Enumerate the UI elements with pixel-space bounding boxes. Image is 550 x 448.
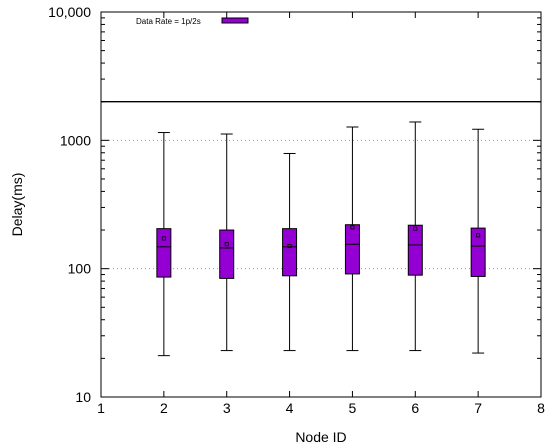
box-group: [344, 126, 360, 352]
box-group: [156, 132, 172, 357]
box-group: [219, 133, 235, 352]
mean-marker: [413, 226, 418, 231]
x-tick-label: 2: [160, 400, 168, 416]
y-axis-title: Delay(ms): [9, 173, 25, 237]
boxplot-layer: [156, 121, 486, 357]
x-tick-label: 7: [474, 400, 482, 416]
x-tick-label: 8: [537, 400, 545, 416]
plot-area-frame: [100, 11, 542, 398]
iqr-box: [219, 229, 235, 279]
box-group: [282, 152, 298, 352]
tick-layer: 1 2 3 4 5 6 7 8 10 100 1000 10,000: [48, 4, 545, 416]
y-tick-label: 1000: [60, 132, 91, 148]
x-axis-title: Node ID: [295, 429, 346, 445]
x-tick-label: 6: [411, 400, 419, 416]
box-group: [470, 128, 486, 354]
legend: Data Rate = 1p/2s: [136, 17, 249, 26]
mean-marker: [161, 236, 166, 241]
x-tick-label: 4: [286, 400, 294, 416]
y-tick-label: 10: [75, 389, 91, 405]
iqr-box: [156, 228, 172, 278]
x-tick-label: 5: [349, 400, 357, 416]
legend-label: Data Rate = 1p/2s: [136, 17, 201, 26]
mean-marker: [350, 225, 355, 230]
mean-marker: [224, 242, 229, 247]
legend-swatch: [221, 17, 249, 24]
x-tick-label: 3: [223, 400, 231, 416]
y-tick-label: 100: [68, 261, 92, 277]
iqr-box: [470, 227, 486, 277]
y-tick-label: 10,000: [48, 4, 91, 20]
box-group: [407, 121, 423, 352]
mean-marker: [287, 244, 292, 249]
iqr-box: [282, 228, 298, 277]
iqr-box: [407, 224, 423, 276]
x-tick-label: 1: [97, 400, 105, 416]
grid-layer: [101, 139, 541, 270]
iqr-box: [344, 224, 360, 275]
mean-marker: [476, 233, 481, 238]
